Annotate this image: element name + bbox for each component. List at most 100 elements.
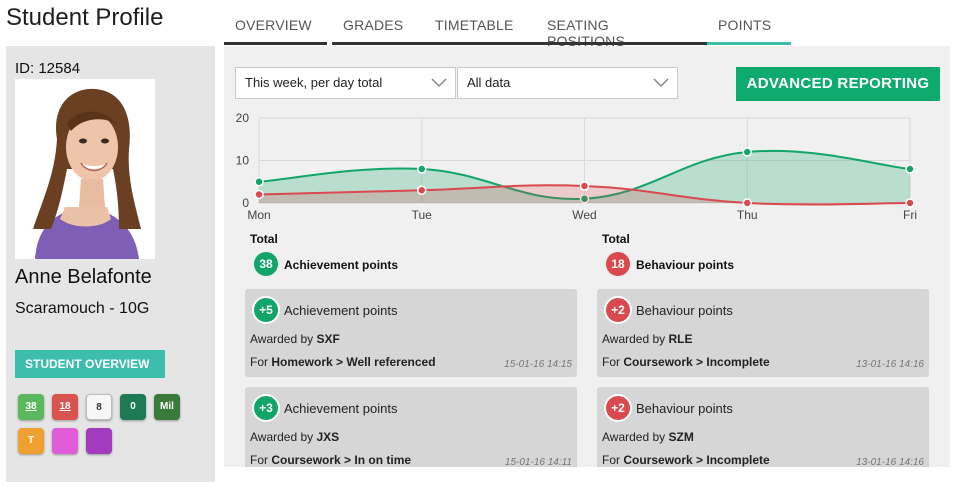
student-photo: [15, 79, 155, 259]
points-card-timestamp: 15-01-16 14:11: [504, 457, 572, 467]
data-point: [742, 147, 752, 157]
points-value-badge: +3: [252, 394, 280, 422]
awarded-by-code: RLE: [668, 332, 693, 346]
points-card-title: Achievement points: [284, 401, 398, 416]
period-select-value: This week, per day total: [245, 75, 383, 90]
reason-text: Coursework > Incomplete: [623, 355, 770, 369]
behaviour-total-label: Behaviour points: [636, 258, 735, 272]
x-tick-label: Wed: [572, 208, 596, 222]
data-point: [579, 194, 590, 204]
period-select[interactable]: This week, per day total: [235, 67, 456, 99]
scope-select-value: All data: [467, 75, 511, 90]
tab-overview[interactable]: OVERVIEW: [235, 17, 312, 33]
reason-prefix: For: [602, 355, 620, 369]
tab-grades[interactable]: GRADES: [343, 17, 404, 33]
page-title: Student Profile: [6, 4, 164, 31]
tab-underline: [536, 42, 717, 45]
awarded-by-code: JXS: [316, 430, 340, 444]
badge-item[interactable]: [86, 428, 112, 454]
data-point: [905, 198, 915, 208]
points-value-badge: +5: [252, 296, 280, 324]
badge-item[interactable]: 8: [86, 394, 112, 420]
points-card[interactable]: +5 Achievement points Awarded by SXF For Ho…: [245, 289, 577, 377]
reason-line: For Coursework > Incomplete: [602, 453, 770, 467]
tab-points[interactable]: POINTS: [718, 17, 772, 33]
reason-prefix: For: [250, 453, 268, 467]
points-value-badge: +2: [604, 296, 632, 324]
x-tick-label: Mon: [247, 208, 270, 222]
points-card-timestamp: 15-01-16 14:15: [504, 359, 572, 370]
points-value: +3: [254, 396, 278, 420]
badge-item[interactable]: 38: [18, 394, 44, 420]
points-panel: This week, per day total All data ADVANC…: [224, 46, 950, 467]
behaviour-total-heading: Total: [602, 232, 630, 246]
awarded-by-line: Awarded by RLE: [602, 332, 693, 346]
points-card-title: Achievement points: [284, 303, 398, 318]
awarded-by-code: SZM: [668, 430, 694, 444]
tab-underline: [707, 42, 791, 45]
points-value: +2: [606, 396, 630, 420]
points-card[interactable]: +2 Behaviour points Awarded by SZM For Cour…: [597, 387, 929, 467]
reason-prefix: For: [602, 453, 620, 467]
points-card[interactable]: +2 Behaviour points Awarded by RLE For Cour…: [597, 289, 929, 377]
points-card-timestamp: 13-01-16 14:16: [856, 359, 924, 370]
points-card[interactable]: +3 Achievement points Awarded by JXS For Co…: [245, 387, 577, 467]
student-panel: ID: 12584 Anne Belafonte Scaramouch - 10…: [6, 46, 215, 482]
awarded-by-line: Awarded by SZM: [602, 430, 694, 444]
data-point: [579, 181, 590, 191]
y-tick-label: 20: [236, 111, 250, 125]
tab-underline: [332, 42, 424, 45]
badge-item[interactable]: 18: [52, 394, 78, 420]
badge-item[interactable]: Mil: [154, 394, 180, 420]
reason-text: Homework > Well referenced: [271, 355, 436, 369]
reason-line: For Homework > Well referenced: [250, 355, 436, 369]
data-point: [417, 185, 427, 195]
student-overview-button[interactable]: STUDENT OVERVIEW: [15, 350, 165, 378]
reason-prefix: For: [250, 355, 268, 369]
awarded-by-prefix: Awarded by: [602, 430, 666, 444]
scope-select[interactable]: All data: [457, 67, 678, 99]
badge-item[interactable]: 0: [120, 394, 146, 420]
points-card-title: Behaviour points: [636, 303, 733, 318]
data-point: [742, 198, 752, 208]
reason-text: Coursework > Incomplete: [623, 453, 770, 467]
y-tick-label: 0: [242, 196, 249, 210]
x-tick-label: Fri: [903, 208, 917, 222]
reason-text: Coursework > In on time: [271, 453, 412, 467]
awarded-by-line: Awarded by JXS: [250, 430, 339, 444]
student-id: ID: 12584: [15, 60, 81, 77]
achievement-total-label: Achievement points: [284, 258, 399, 272]
data-point: [254, 189, 264, 200]
reason-line: For Coursework > In on time: [250, 453, 411, 467]
points-value-badge: +2: [604, 394, 632, 422]
tab-underline: [224, 42, 327, 45]
tab-underline: [424, 42, 536, 45]
awarded-by-line: Awarded by SXF: [250, 332, 340, 346]
achievement-total-heading: Total: [250, 232, 278, 246]
awarded-by-prefix: Awarded by: [250, 332, 314, 346]
series-area: [259, 185, 910, 205]
chevron-down-icon: [431, 78, 447, 88]
x-tick-label: Thu: [737, 208, 758, 222]
advanced-reporting-button[interactable]: ADVANCED REPORTING: [736, 67, 940, 101]
reason-line: For Coursework > Incomplete: [602, 355, 770, 369]
tab-timetable[interactable]: TIMETABLE: [435, 17, 514, 33]
tab-seating-positions[interactable]: SEATING POSITIONS: [547, 17, 626, 49]
data-point: [905, 164, 915, 174]
points-value: +5: [254, 298, 278, 322]
points-value: +2: [606, 298, 630, 322]
achievement-total-count: 38: [254, 252, 278, 276]
awarded-by-prefix: Awarded by: [602, 332, 666, 346]
points-chart: 0 10 20 Mon Tue Wed Thu Fri: [236, 111, 917, 222]
chevron-down-icon: [653, 78, 669, 88]
x-tick-label: Tue: [412, 208, 433, 222]
student-class: Scaramouch - 10G: [15, 300, 150, 317]
behaviour-total-count: 18: [606, 252, 630, 276]
points-card-title: Behaviour points: [636, 401, 733, 416]
badge-item[interactable]: T: [18, 428, 44, 454]
points-card-timestamp: 13-01-16 14:16: [856, 457, 924, 467]
badge-item[interactable]: [52, 428, 78, 454]
student-name: Anne Belafonte: [15, 266, 152, 288]
data-point: [417, 164, 427, 174]
awarded-by-prefix: Awarded by: [250, 430, 314, 444]
